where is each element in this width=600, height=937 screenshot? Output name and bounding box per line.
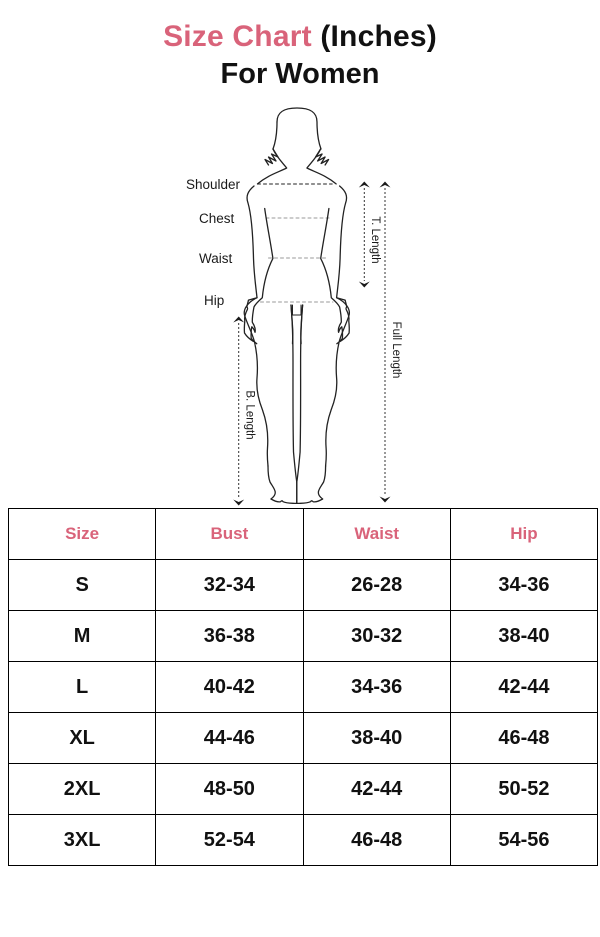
svg-text:B. Length: B. Length <box>244 390 256 439</box>
svg-text:Waist: Waist <box>199 251 232 266</box>
svg-text:Shoulder: Shoulder <box>186 177 241 192</box>
svg-text:Hip: Hip <box>204 293 224 308</box>
svg-text:Full Length: Full Length <box>390 322 402 379</box>
svg-text:T. Length: T. Length <box>369 216 381 263</box>
svg-text:Chest: Chest <box>199 211 235 226</box>
